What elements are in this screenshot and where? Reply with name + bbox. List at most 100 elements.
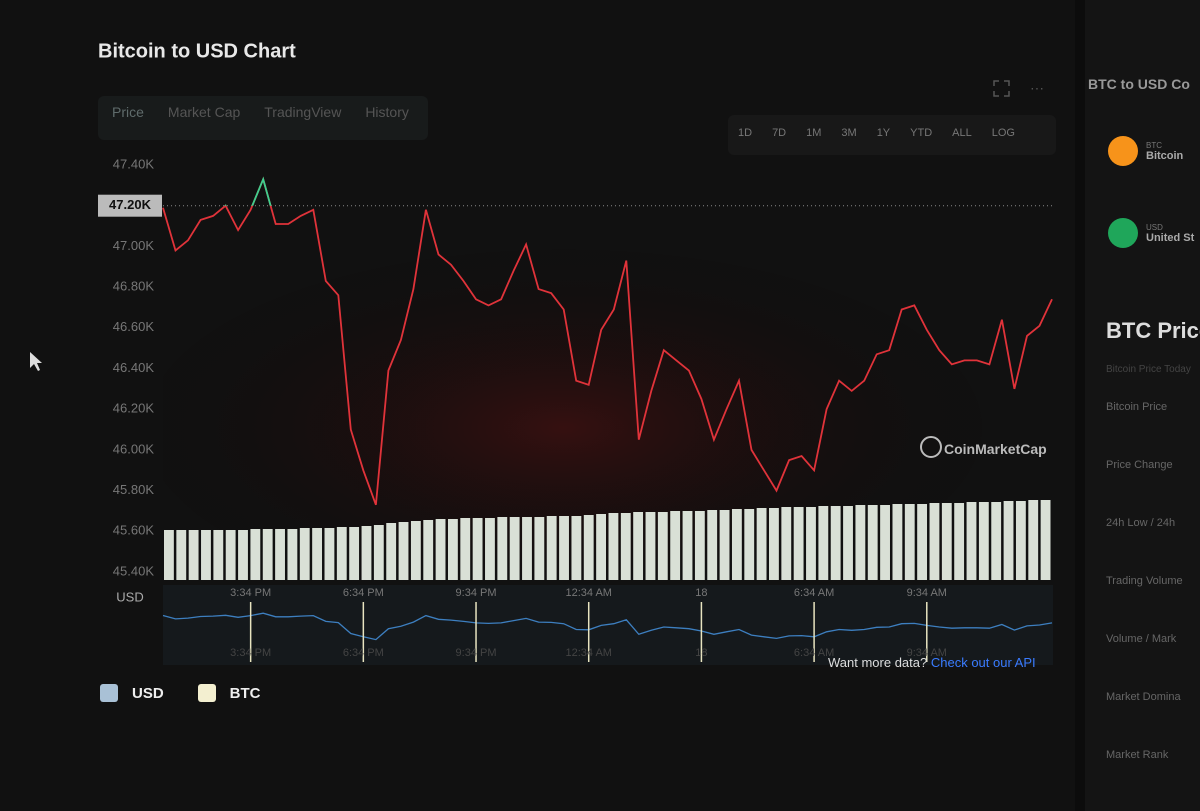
volume-bar (1040, 500, 1051, 580)
legend-swatch (100, 684, 118, 702)
y-tick-label: 46.60K (113, 319, 155, 334)
range-button[interactable]: 1D (738, 127, 753, 139)
volume-bar (435, 519, 446, 580)
legend-item[interactable]: USD (100, 684, 164, 702)
navigator-label: 12:34 AM (565, 647, 611, 659)
range-button[interactable]: 7D (772, 127, 787, 139)
asset-text: BTC Bitcoin (1146, 141, 1183, 162)
volume-bar (731, 509, 742, 580)
stat-label: Market Domina (1106, 691, 1181, 703)
glow (163, 200, 1053, 580)
volume-bar (954, 503, 965, 580)
volume-bar (855, 505, 866, 580)
volume-bar (201, 530, 211, 580)
volume-bar (238, 530, 248, 580)
y-tick-label: 46.40K (113, 360, 155, 375)
volume-bar (299, 528, 310, 580)
volume-bar (509, 517, 520, 580)
tab[interactable]: Market Cap (167, 104, 241, 120)
ranges: 1D 7D 1M 3M 1Y YTD ALL LOG (738, 127, 1015, 139)
reference-badge (98, 194, 162, 217)
volume-bar (1028, 500, 1039, 580)
x-tick-label: 3:34 PM (230, 587, 271, 599)
tab[interactable]: TradingView (264, 104, 342, 120)
volume-bar (744, 509, 755, 580)
volume-bar (707, 510, 718, 580)
volume-bar (460, 518, 471, 580)
footer: Want more data? Check out our API (828, 655, 1036, 670)
more-icon: ··· (1030, 80, 1044, 96)
asset-icon (1108, 136, 1138, 166)
asset-symbol: BTC (1146, 140, 1162, 150)
volume-bar (423, 520, 434, 580)
volume-bar (941, 503, 952, 580)
volume-bar (287, 529, 298, 580)
y-tick-label: 45.60K (113, 523, 155, 538)
volume-bar (867, 505, 878, 580)
x-tick-label: 9:34 AM (907, 587, 947, 599)
y-tick-label: 45.80K (113, 482, 155, 497)
legend-swatch (197, 684, 216, 702)
volume-bar (262, 529, 273, 580)
x-tick-label: 6:34 AM (794, 587, 834, 599)
volume-bar (929, 503, 940, 580)
tab[interactable]: History (365, 104, 409, 120)
volume-bar (164, 530, 174, 580)
y-tick-label: 47.00K (113, 238, 155, 253)
reference-label: 47.20K (109, 197, 152, 212)
asset: BTC Bitcoin (1108, 136, 1200, 166)
tab-bar (98, 96, 428, 140)
volume-bar (213, 530, 224, 580)
cursor (30, 352, 42, 371)
x-tick-label: 9:34 PM (456, 587, 497, 599)
volume-bar (620, 513, 631, 580)
volume-bar (608, 513, 619, 580)
volume-bar (719, 510, 730, 580)
legend-item[interactable]: BTC (197, 684, 261, 702)
volume-bar (966, 502, 977, 580)
tab[interactable]: Price (112, 104, 144, 120)
stat-label: Market Rank (1106, 749, 1169, 761)
stat-label: Bitcoin Price (1106, 401, 1168, 413)
volume-bar (349, 527, 360, 580)
range-button[interactable]: 1M (806, 127, 822, 139)
sidebar-title: BTC to USD Co (1088, 76, 1190, 92)
range-button[interactable]: 1Y (876, 127, 891, 139)
volume-bar (447, 519, 458, 580)
volume-bar (373, 525, 384, 580)
volume-bar (880, 505, 890, 580)
navigator-label: 9:34 PM (456, 647, 497, 659)
x-tick-label: 18 (695, 587, 707, 599)
volume-bar (386, 523, 397, 580)
volume-bar (781, 507, 792, 580)
tabs: Price Market Cap TradingView History (98, 104, 409, 120)
range-button[interactable]: ALL (952, 127, 972, 139)
volume-bar (991, 502, 1002, 580)
volume-bar (830, 506, 841, 580)
range-button[interactable]: 3M (841, 127, 857, 139)
y-tick-label: 45.40K (113, 563, 155, 578)
volume-bars (164, 500, 1051, 580)
navigator-label: 3:34 PM (230, 647, 271, 659)
volume-bar (472, 518, 483, 580)
volume-bar (1015, 501, 1026, 580)
asset-name: Bitcoin (1146, 149, 1184, 162)
range-button[interactable]: YTD (910, 127, 933, 139)
volume-bar (694, 511, 705, 580)
volume-bar (312, 528, 323, 580)
navigator-label: 18 (695, 647, 707, 659)
watermark-logo (920, 436, 942, 458)
stat-label: Price Change (1106, 459, 1173, 471)
x-tick-label: 12:34 AM (565, 587, 611, 599)
range-button[interactable]: LOG (991, 127, 1015, 139)
volume-bar (361, 526, 372, 580)
volume-bar (818, 506, 829, 580)
volume-bar (176, 530, 187, 580)
volume-bar (275, 529, 285, 580)
api-link[interactable]: Check out our API (930, 655, 1036, 670)
volume-bar (485, 518, 495, 580)
volume-bar (225, 530, 236, 580)
volume-bar (793, 507, 804, 580)
